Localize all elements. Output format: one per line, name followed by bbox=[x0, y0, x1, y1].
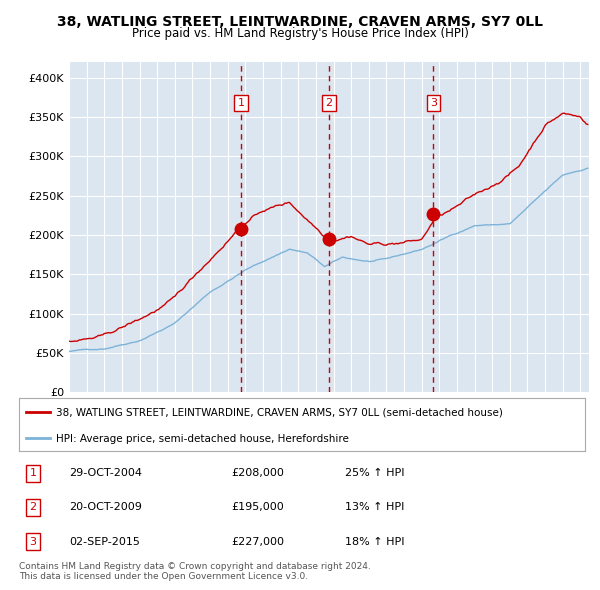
Text: 38, WATLING STREET, LEINTWARDINE, CRAVEN ARMS, SY7 0LL: 38, WATLING STREET, LEINTWARDINE, CRAVEN… bbox=[57, 15, 543, 29]
Text: 2: 2 bbox=[326, 99, 332, 108]
Text: 1: 1 bbox=[238, 99, 244, 108]
Text: Price paid vs. HM Land Registry's House Price Index (HPI): Price paid vs. HM Land Registry's House … bbox=[131, 27, 469, 40]
Text: HPI: Average price, semi-detached house, Herefordshire: HPI: Average price, semi-detached house,… bbox=[56, 434, 349, 444]
Text: 13% ↑ HPI: 13% ↑ HPI bbox=[345, 503, 404, 512]
Text: 25% ↑ HPI: 25% ↑ HPI bbox=[345, 468, 404, 478]
Text: £195,000: £195,000 bbox=[231, 503, 284, 512]
Text: £227,000: £227,000 bbox=[231, 537, 284, 546]
Text: £208,000: £208,000 bbox=[231, 468, 284, 478]
Text: 38, WATLING STREET, LEINTWARDINE, CRAVEN ARMS, SY7 0LL (semi-detached house): 38, WATLING STREET, LEINTWARDINE, CRAVEN… bbox=[56, 408, 503, 418]
Text: 29-OCT-2004: 29-OCT-2004 bbox=[69, 468, 142, 478]
Text: 20-OCT-2009: 20-OCT-2009 bbox=[69, 503, 142, 512]
Text: Contains HM Land Registry data © Crown copyright and database right 2024.
This d: Contains HM Land Registry data © Crown c… bbox=[19, 562, 371, 581]
Text: 02-SEP-2015: 02-SEP-2015 bbox=[69, 537, 140, 546]
Text: 2: 2 bbox=[29, 503, 37, 512]
Text: 3: 3 bbox=[29, 537, 37, 546]
Text: 3: 3 bbox=[430, 99, 437, 108]
Text: 18% ↑ HPI: 18% ↑ HPI bbox=[345, 537, 404, 546]
Text: 1: 1 bbox=[29, 468, 37, 478]
